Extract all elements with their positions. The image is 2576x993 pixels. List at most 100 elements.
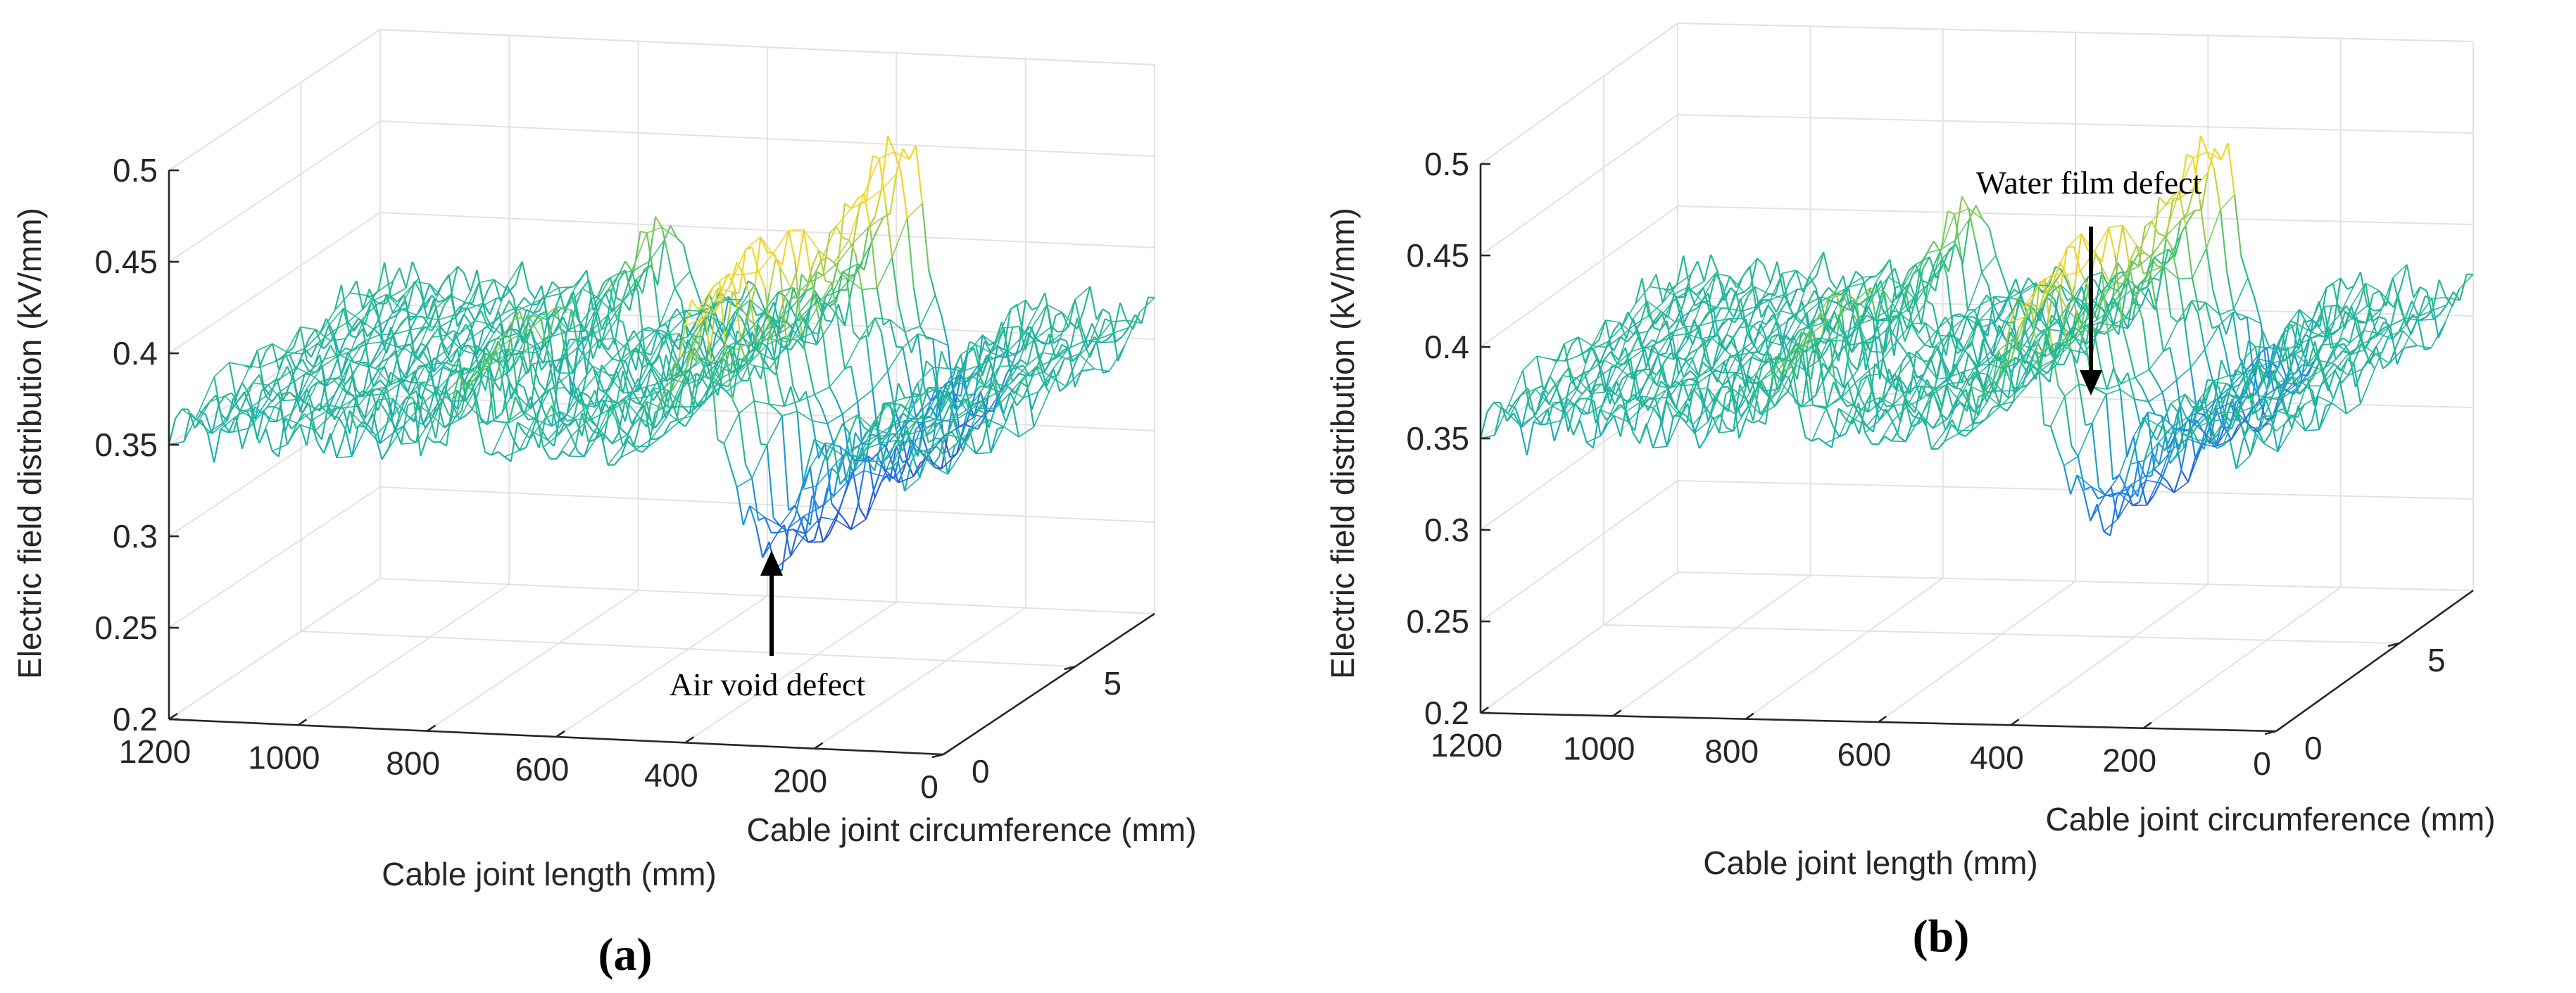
mesh-segment bbox=[2143, 270, 2151, 275]
mesh-segment bbox=[704, 365, 720, 379]
mesh-segment bbox=[674, 271, 691, 289]
mesh-segment bbox=[365, 294, 381, 305]
mesh-segment bbox=[641, 445, 650, 453]
mesh-segment bbox=[470, 345, 478, 369]
mesh-segment bbox=[1000, 386, 1009, 396]
mesh-segment bbox=[1708, 273, 1717, 301]
mesh-segment bbox=[1740, 298, 1748, 334]
mesh-segment bbox=[486, 368, 495, 422]
mesh-segment bbox=[1700, 387, 1709, 417]
mesh-segment bbox=[637, 388, 654, 414]
mesh-segment bbox=[2076, 474, 2085, 493]
mesh-segment bbox=[226, 382, 243, 422]
mesh-segment bbox=[947, 393, 955, 435]
mesh-segment bbox=[777, 291, 785, 297]
arrow-head-icon bbox=[760, 550, 783, 576]
mesh-segment bbox=[775, 258, 792, 289]
mesh-segment bbox=[1564, 355, 1580, 362]
mesh-segment bbox=[403, 346, 420, 360]
mesh-segment bbox=[389, 358, 398, 385]
mesh-segment bbox=[502, 291, 510, 299]
mesh-segment bbox=[1695, 362, 1704, 385]
mesh-segment bbox=[2311, 396, 2320, 422]
mesh-segment bbox=[453, 364, 460, 367]
mesh-segment bbox=[388, 315, 396, 320]
mesh-segment bbox=[592, 365, 601, 390]
mesh-segment bbox=[708, 307, 716, 312]
mesh-segment bbox=[624, 400, 633, 424]
mesh-segment bbox=[592, 329, 601, 349]
mesh-segment bbox=[902, 148, 910, 160]
mesh-segment bbox=[350, 292, 365, 296]
mesh-segment bbox=[1829, 279, 1837, 290]
mesh-segment bbox=[667, 334, 676, 355]
grid-line bbox=[379, 120, 1155, 157]
mesh-segment bbox=[1918, 269, 1928, 301]
mesh-segment bbox=[396, 346, 405, 359]
mesh-segment bbox=[2346, 285, 2354, 291]
mesh-segment bbox=[534, 285, 543, 299]
grid-line bbox=[379, 212, 1155, 248]
mesh-segment bbox=[1917, 335, 1925, 346]
mesh-segment bbox=[2099, 390, 2107, 396]
mesh-segment bbox=[482, 343, 499, 367]
mesh-segment bbox=[1953, 310, 1968, 337]
mesh-segment bbox=[2212, 290, 2220, 315]
mesh-segment bbox=[530, 296, 546, 305]
mesh-segment bbox=[584, 339, 601, 357]
mesh-segment bbox=[1802, 342, 1818, 353]
mesh-segment bbox=[594, 277, 611, 303]
mesh-segment bbox=[248, 393, 256, 419]
grid-line bbox=[1677, 205, 2474, 225]
mesh-segment bbox=[667, 389, 684, 407]
mesh-segment bbox=[2189, 426, 2197, 438]
grid-line bbox=[1603, 624, 2400, 644]
mesh-segment bbox=[1661, 282, 1671, 303]
mesh-segment bbox=[791, 287, 806, 291]
mesh-segment bbox=[2392, 277, 2401, 306]
mesh-segment bbox=[622, 322, 631, 352]
mesh-segment bbox=[1627, 406, 1643, 422]
mesh-segment bbox=[2162, 425, 2171, 464]
mesh-segment bbox=[1673, 404, 1682, 416]
mesh-segment bbox=[499, 362, 516, 394]
mesh-segment bbox=[377, 393, 385, 411]
mesh-segment bbox=[2459, 274, 2468, 301]
mesh-segment bbox=[1961, 219, 1971, 265]
mesh-segment bbox=[702, 288, 719, 322]
mesh-segment bbox=[2180, 438, 2189, 473]
mesh-segment bbox=[1751, 338, 1766, 358]
mesh-segment bbox=[2356, 330, 2365, 348]
mesh-segment bbox=[517, 305, 534, 314]
mesh-segment bbox=[375, 419, 391, 436]
mesh-segment bbox=[437, 328, 446, 353]
mesh-segment bbox=[543, 341, 560, 374]
mesh-segment bbox=[467, 320, 476, 338]
mesh-segment bbox=[589, 426, 598, 439]
mesh-segment bbox=[1046, 304, 1055, 344]
mesh-segment bbox=[796, 411, 805, 488]
mesh-segment bbox=[413, 402, 422, 457]
mesh-segment bbox=[2247, 277, 2256, 298]
mesh-segment bbox=[478, 372, 495, 382]
mesh-segment bbox=[710, 288, 719, 345]
mesh-segment bbox=[1795, 270, 1804, 293]
mesh-segment bbox=[577, 365, 593, 388]
mesh-segment bbox=[414, 281, 430, 285]
mesh-segment bbox=[2056, 447, 2065, 466]
mesh-segment bbox=[422, 284, 431, 303]
mesh-segment bbox=[549, 386, 565, 390]
mesh-segment bbox=[317, 378, 333, 383]
mesh-segment bbox=[2225, 312, 2234, 335]
grid-line bbox=[555, 595, 768, 738]
mesh-segment bbox=[674, 287, 682, 301]
mesh-segment bbox=[1707, 384, 1723, 422]
mesh-segment bbox=[1653, 327, 1661, 331]
mesh-segment bbox=[2404, 318, 2412, 335]
mesh-segment bbox=[502, 300, 510, 315]
mesh-segment bbox=[585, 421, 593, 432]
mesh-segment bbox=[1911, 411, 1920, 424]
mesh-segment bbox=[473, 390, 482, 421]
mesh-segment bbox=[338, 397, 355, 419]
mesh-segment bbox=[1679, 333, 1688, 348]
